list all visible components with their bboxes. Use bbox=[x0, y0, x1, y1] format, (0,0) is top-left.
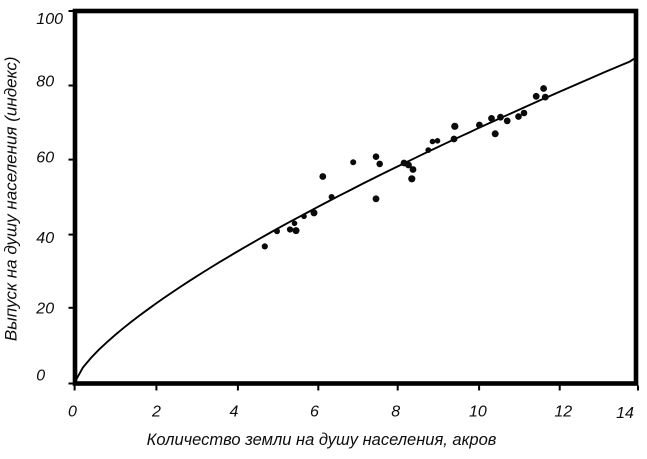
svg-text:Выпуск на душу населения (инде: Выпуск на душу населения (индекс) bbox=[2, 56, 21, 341]
svg-text:0: 0 bbox=[68, 404, 77, 421]
svg-text:100: 100 bbox=[36, 11, 63, 28]
svg-text:6: 6 bbox=[310, 404, 319, 421]
svg-text:12: 12 bbox=[554, 404, 572, 421]
svg-text:60: 60 bbox=[36, 150, 54, 167]
svg-text:Количество земли на душу насел: Количество земли на душу населения, акро… bbox=[147, 431, 497, 449]
svg-text:8: 8 bbox=[391, 404, 400, 421]
svg-text:80: 80 bbox=[36, 74, 54, 91]
svg-text:2: 2 bbox=[151, 404, 161, 421]
svg-text:20: 20 bbox=[35, 301, 54, 318]
svg-text:4: 4 bbox=[229, 404, 238, 421]
svg-text:40: 40 bbox=[36, 230, 54, 247]
svg-text:0: 0 bbox=[36, 368, 45, 385]
svg-text:14: 14 bbox=[616, 405, 634, 422]
svg-text:10: 10 bbox=[469, 404, 487, 421]
